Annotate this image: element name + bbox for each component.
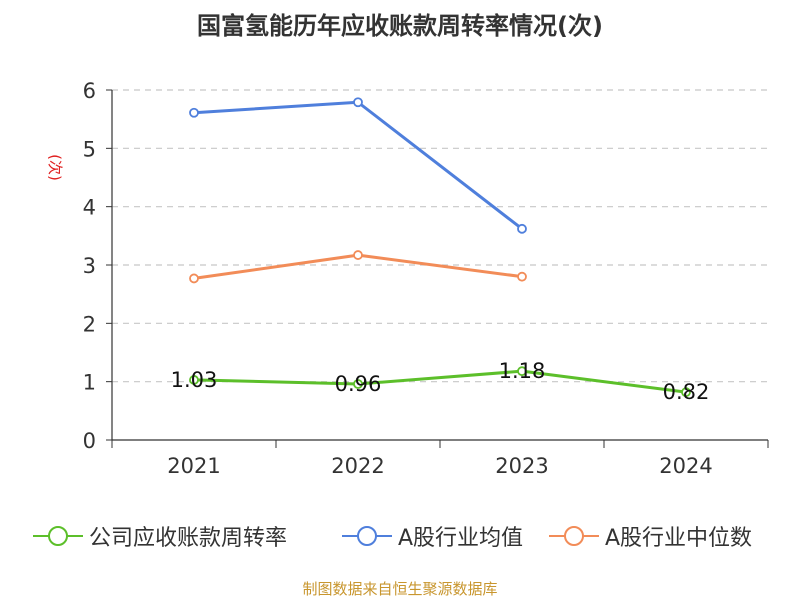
series-line: [193, 100, 523, 231]
y-tick-label: 1: [83, 371, 96, 395]
series-line: [193, 369, 687, 394]
source-note: 制图数据来自恒生聚源数据库: [302, 580, 498, 598]
data-point: [517, 223, 527, 234]
legend-item-industry-median[interactable]: A股行业中位数: [549, 518, 752, 554]
legend-item-company[interactable]: 公司应收账款周转率: [33, 518, 287, 554]
data-point: [353, 250, 363, 260]
x-tick-label: 2024: [659, 454, 712, 478]
data-point: [189, 375, 199, 385]
y-tick-label: 6: [83, 79, 96, 103]
data-point: [681, 387, 691, 398]
data-point: [189, 273, 199, 284]
data-point: [353, 97, 363, 108]
legend: 公司应收账款周转率 A股行业均值 A股行业中位数: [0, 518, 800, 558]
legend-label-industry-mean: A股行业均值: [398, 526, 524, 551]
legend-label-company: 公司应收账款周转率: [89, 526, 288, 551]
data-label: 1.18: [499, 359, 546, 383]
legend-label-industry-median: A股行业中位数: [605, 526, 753, 551]
legend-marker-industry-median-icon: [549, 526, 599, 546]
legend-marker-company-icon: [33, 526, 83, 546]
x-tick-label: 2023: [495, 454, 548, 478]
legend-item-industry-mean[interactable]: A股行业均值: [342, 518, 523, 554]
x-tick-label: 2021: [167, 454, 220, 478]
data-label: 0.82: [663, 380, 710, 404]
y-tick-label: 2: [83, 312, 96, 336]
y-tick-label: 0: [83, 429, 96, 453]
chart-title: 国富氢能历年应收账款周转率情况(次): [197, 12, 603, 40]
data-label: 0.96: [335, 372, 382, 396]
x-tick-label: 2022: [331, 454, 384, 478]
data-label: 1.03: [171, 368, 218, 392]
data-point: [353, 379, 363, 389]
y-axis-title: (次): [46, 154, 64, 181]
data-point: [189, 107, 199, 118]
legend-marker-industry-mean-icon: [342, 526, 392, 546]
y-tick-label: 3: [83, 254, 96, 278]
y-tick-label: 4: [83, 196, 96, 220]
data-point: [517, 271, 527, 282]
data-point: [517, 366, 527, 377]
y-tick-label: 5: [83, 137, 96, 161]
